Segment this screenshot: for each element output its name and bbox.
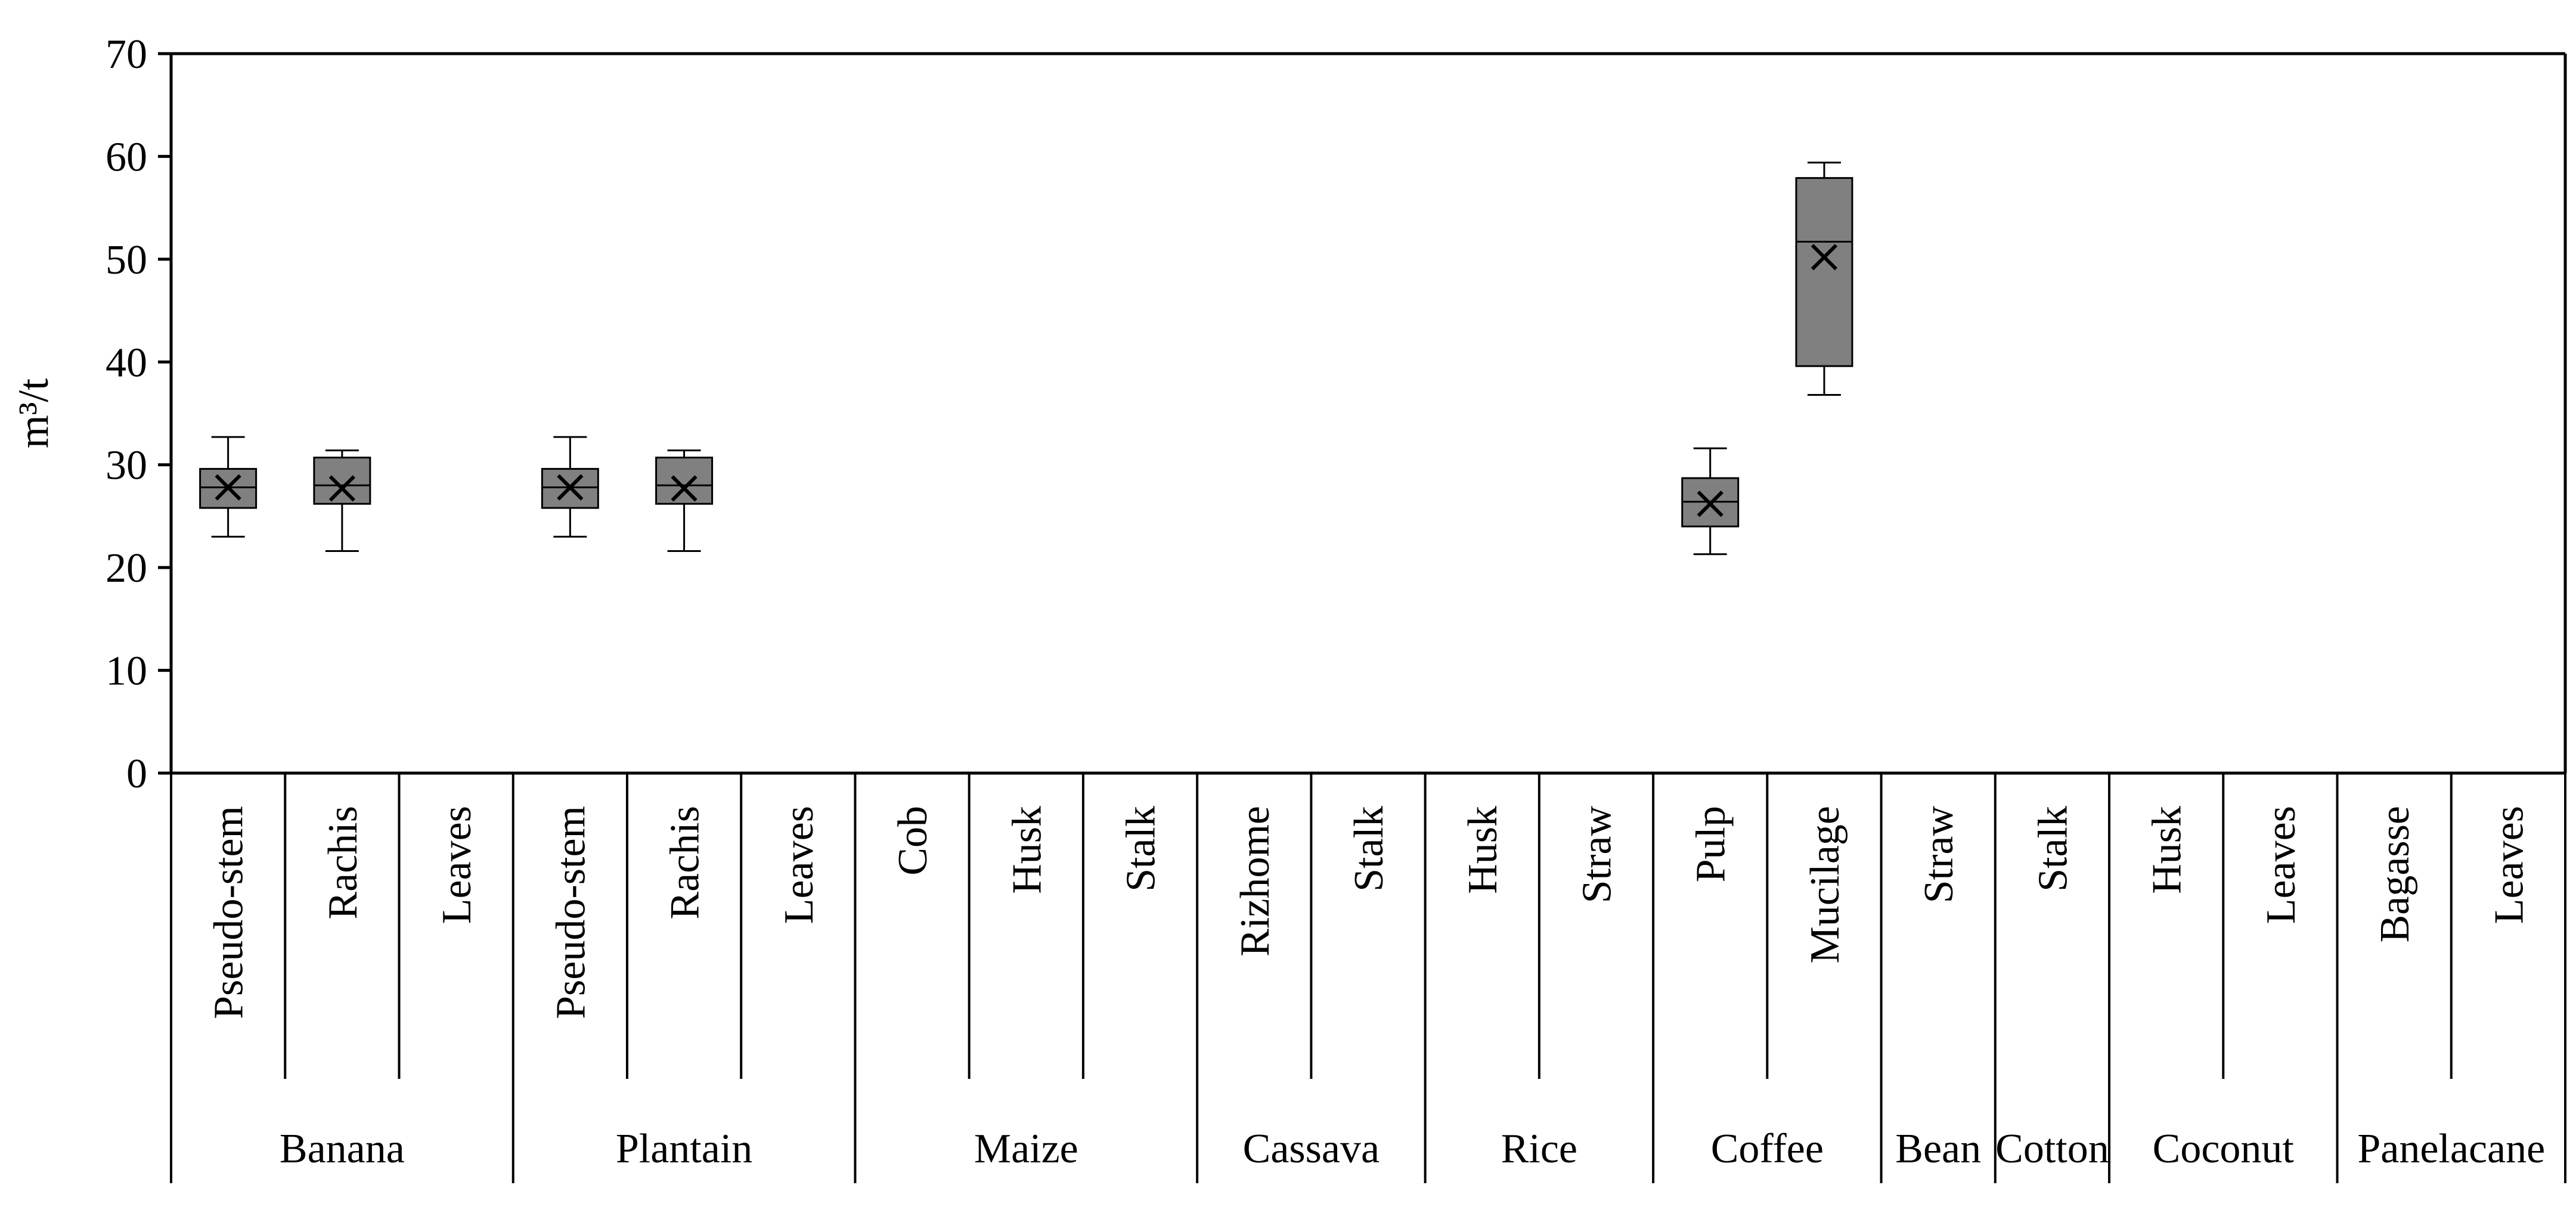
category-label: Husk — [2144, 806, 2190, 894]
category-label: Leaves — [434, 806, 480, 924]
box-series — [199, 162, 1853, 556]
group-label: Plantain — [616, 1126, 752, 1172]
category-label: Bagasse — [2372, 806, 2418, 942]
y-tick-label: 0 — [126, 751, 147, 797]
y-tick-label: 70 — [106, 32, 147, 77]
category-label: Mucilage — [1802, 806, 1848, 963]
box-banana-pseudo-stem — [199, 436, 258, 538]
y-tick-label: 60 — [106, 134, 147, 180]
box-plantain-pseudo-stem — [541, 436, 599, 538]
mean-marker — [1811, 244, 1838, 271]
box-coffee-pulp — [1681, 447, 1740, 556]
category-label: Straw — [1916, 806, 1962, 904]
group-label: Coffee — [1711, 1126, 1824, 1172]
category-label: Rachis — [662, 806, 708, 920]
y-axis-title: m³/t — [10, 379, 57, 449]
box-banana-rachis — [313, 449, 371, 553]
mean-marker — [671, 475, 698, 502]
group-label: Bean — [1895, 1126, 1981, 1172]
category-label: Stalk — [2030, 806, 2076, 892]
category-label: Cob — [890, 806, 936, 876]
box-iqr — [1795, 177, 1853, 367]
box-coffee-mucilage — [1795, 162, 1853, 396]
group-label: Maize — [974, 1126, 1078, 1172]
mean-marker — [328, 475, 355, 502]
category-label: Rachis — [320, 806, 366, 920]
mean-marker — [557, 474, 584, 501]
y-tick-label: 30 — [106, 443, 147, 489]
category-label: Stalk — [1118, 806, 1164, 892]
group-label: Cassava — [1243, 1126, 1380, 1172]
box-iqr — [313, 457, 371, 505]
box-iqr — [541, 468, 599, 509]
group-label: Rice — [1501, 1126, 1577, 1172]
category-label: Pulp — [1688, 806, 1734, 882]
mean-marker — [1697, 491, 1723, 517]
category-label: Stalk — [1346, 806, 1392, 892]
category-label: Leaves — [776, 806, 822, 924]
category-label: Husk — [1460, 806, 1506, 894]
category-label: Rizhome — [1232, 806, 1278, 957]
category-label: Pseudo-stem — [206, 806, 252, 1019]
y-tick-label: 20 — [106, 545, 147, 591]
group-label: Banana — [280, 1126, 405, 1172]
box-iqr — [655, 457, 714, 505]
category-label: Leaves — [2258, 806, 2304, 924]
category-label: Leaves — [2486, 806, 2532, 924]
y-tick-label: 10 — [106, 649, 147, 694]
y-axis: 0 10 20 30 40 50 60 70 — [106, 32, 173, 797]
group-label: Coconut — [2153, 1126, 2295, 1172]
y-tick-label: 40 — [106, 340, 147, 386]
x-axis: Pseudo-stem Rachis Leaves Pseudo-stem Rachis… — [170, 52, 2567, 1183]
mean-marker — [215, 474, 241, 501]
category-label: Husk — [1004, 806, 1050, 894]
box-plantain-rachis — [655, 449, 714, 553]
group-label: Panelacane — [2357, 1126, 2545, 1172]
group-label: Cotton — [1995, 1126, 2109, 1172]
y-tick-label: 50 — [106, 237, 147, 283]
category-label: Straw — [1574, 806, 1620, 904]
category-label: Pseudo-stem — [548, 806, 594, 1019]
